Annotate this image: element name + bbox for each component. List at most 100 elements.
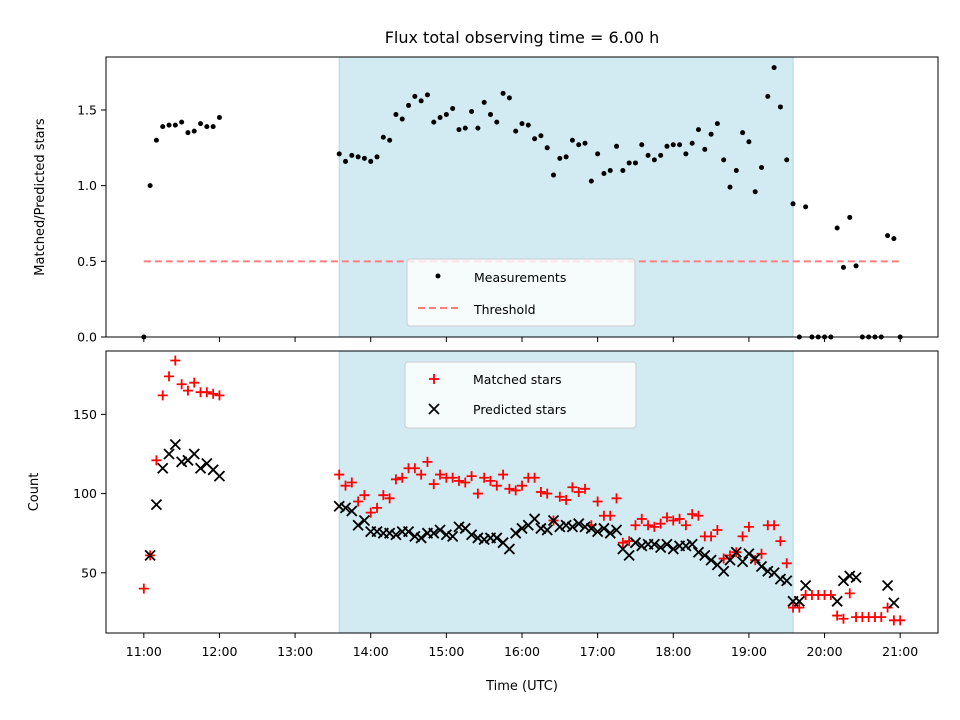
predicted-star-point [610, 524, 623, 536]
measurement-point [538, 133, 544, 139]
matched-star-point [409, 463, 420, 474]
legend-measurements-marker [435, 273, 441, 279]
predicted-star-point [465, 529, 478, 541]
matched-star-point [517, 480, 527, 491]
matched-star-point [567, 482, 578, 493]
y-tick-label: 100 [73, 486, 97, 501]
matched-star-point [498, 469, 509, 480]
predicted-star-point [447, 530, 459, 542]
measurement-point [368, 158, 374, 164]
matched-star-point [170, 355, 181, 366]
matched-star-point [630, 520, 641, 531]
measurement-point [387, 137, 393, 143]
predicted-star-point [736, 556, 749, 568]
y-tick-label: 1.5 [77, 102, 97, 117]
measurement-point [544, 145, 550, 151]
matched-star-point [428, 479, 439, 490]
measurement-point [551, 172, 557, 178]
predicted-star-point [755, 560, 768, 573]
matched-star-point [882, 602, 893, 613]
measurement-point [582, 140, 588, 146]
legend-measurements-label: Measurements [474, 270, 566, 285]
matched-star-point [668, 515, 679, 526]
bottom-legend-box [404, 361, 637, 429]
bottom-y-axis: 50 100 150 [73, 407, 106, 580]
measurement-point [361, 155, 367, 161]
bottom-y-axis-label: Count [27, 473, 42, 512]
measurement-point [406, 102, 412, 108]
matched-star-point [750, 555, 761, 566]
measurement-point [834, 225, 840, 231]
legend-matched-label: Matched stars [473, 372, 561, 387]
y-tick-label: 150 [73, 407, 97, 422]
predicted-star-point [799, 579, 812, 592]
matched-star-point [472, 488, 483, 499]
predicted-star-point [188, 448, 200, 460]
predicted-star-point [213, 470, 226, 482]
matched-star-point [611, 493, 622, 504]
measurement-point [664, 143, 670, 149]
measurement-point [626, 160, 632, 166]
predicted-star-point [169, 438, 181, 451]
measurement-point [569, 137, 575, 143]
predicted-star-point [163, 448, 175, 460]
measurement-point [172, 122, 178, 128]
measurement-point [450, 105, 456, 111]
top-legend-box [406, 258, 636, 327]
measurement-point [714, 121, 720, 127]
measurement-point [759, 164, 765, 170]
predicted-star-point [881, 579, 894, 592]
measurement-point [790, 201, 796, 207]
predicted-star-point [831, 595, 843, 607]
predicted-star-point [144, 549, 156, 562]
predicted-star-point [157, 462, 169, 474]
matched-star-point [561, 494, 572, 505]
x-tick-label: 13:00 [277, 644, 313, 659]
measurement-point [639, 142, 645, 148]
predicted-star-point [194, 462, 207, 474]
predicted-star-point [837, 575, 850, 587]
predicted-star-point [718, 565, 730, 577]
x-tick-label: 11:00 [126, 644, 162, 659]
matched-star-point [624, 536, 635, 547]
predicted-star-point [793, 595, 805, 607]
predicted-star-point [352, 519, 364, 531]
predicted-star-point [648, 538, 661, 550]
top-y-axis-label: Matched/Predicted stars [33, 118, 48, 276]
x-tick-label: 15:00 [428, 644, 464, 659]
matched-star-point [542, 488, 553, 499]
predicted-star-point [503, 543, 516, 555]
matched-star-point [491, 480, 502, 491]
legend-predicted-label: Predicted stars [473, 402, 566, 417]
measurement-point [456, 127, 462, 133]
predicted-star-point [346, 505, 358, 517]
measurement-point [677, 142, 683, 148]
matched-star-point [693, 510, 704, 521]
x-axis: 11:00 12:00 13:00 14:00 15:00 16:00 17:00 18:00… [126, 633, 918, 659]
legend-matched-marker [429, 374, 439, 384]
measurement-point [740, 130, 746, 136]
x-tick-label: 20:00 [807, 644, 843, 659]
measurement-point [651, 157, 657, 163]
chart-title: Flux total observing time = 6.00 h [385, 28, 660, 47]
matched-star-point [529, 472, 540, 483]
matched-star-point [390, 474, 401, 485]
measurement-point [418, 98, 424, 104]
matched-star-point [655, 518, 666, 529]
matched-star-point [447, 472, 458, 483]
predicted-star-point [623, 549, 635, 562]
measurement-point [645, 152, 651, 158]
measurement-point [185, 130, 191, 136]
matched-star-point [176, 379, 187, 390]
measurement-point [191, 128, 197, 134]
measurement-point [525, 122, 531, 128]
predicted-star-point [743, 548, 755, 560]
matched-star-point [554, 491, 565, 502]
matched-star-point [643, 520, 654, 531]
predicted-star-point [510, 527, 522, 539]
matched-star-point [151, 455, 162, 466]
matched-star-point [580, 483, 591, 494]
matched-star-point [397, 472, 408, 483]
measurement-point [563, 154, 569, 160]
